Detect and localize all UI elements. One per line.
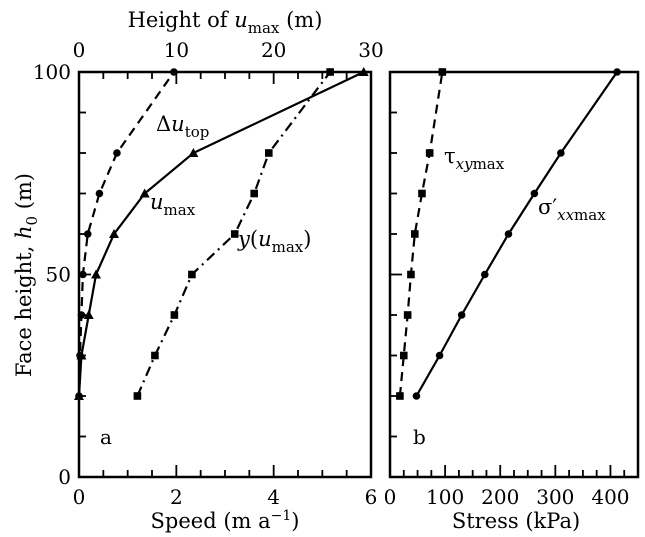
delta-utop-point bbox=[95, 189, 104, 198]
sigma-xxmax-point bbox=[530, 189, 539, 198]
top-x-tick-label: 10 bbox=[164, 38, 189, 62]
tau-xymax-point bbox=[411, 230, 419, 238]
x-tick-label: 0 bbox=[384, 485, 397, 509]
umax-point bbox=[109, 229, 120, 238]
y-umax-point bbox=[133, 392, 142, 400]
umax-point bbox=[91, 269, 102, 279]
panel-b-ticks bbox=[389, 71, 639, 478]
umax-point bbox=[139, 188, 150, 198]
y-umax-point bbox=[326, 68, 334, 76]
sigma-xxmax-point bbox=[557, 149, 565, 157]
panel-a-x-tick-labels: 0 2 4 6 bbox=[73, 485, 378, 509]
panel-b-x-tick-labels: 0 100 200 300 400 bbox=[384, 485, 630, 509]
y-umax-point bbox=[151, 351, 159, 360]
tau-xymax-point bbox=[418, 189, 426, 198]
panel-a: 0 2 4 6 0 10 20 30 0 50 100 a Speed (m a−1) Heig… bbox=[12, 8, 384, 533]
panel-a-ticks bbox=[78, 71, 372, 478]
tau-xymax-point bbox=[403, 311, 412, 319]
y-tick-label: 100 bbox=[33, 60, 71, 84]
x-tick-label: 200 bbox=[481, 485, 519, 509]
sigma-xxmax-point bbox=[613, 68, 621, 76]
panel-a-series bbox=[74, 67, 369, 400]
y-umax-point bbox=[188, 270, 196, 279]
y-umax-line bbox=[136, 71, 331, 397]
sigma-xxmax-point bbox=[480, 270, 489, 279]
sigma-xxmax-point bbox=[412, 392, 421, 400]
tau-xymax-line bbox=[398, 71, 444, 397]
umax-point bbox=[188, 148, 199, 157]
y-umax-point bbox=[265, 149, 273, 157]
tau-xymax-point bbox=[438, 68, 447, 76]
umax-point bbox=[76, 350, 87, 360]
x-tick-label: 100 bbox=[426, 485, 464, 509]
sigma-xxmax-point bbox=[435, 351, 444, 360]
x-tick-label: 0 bbox=[73, 485, 86, 509]
delta-utop-point bbox=[83, 230, 92, 238]
panel-b-frame bbox=[388, 70, 640, 479]
y-axis-title: Face height, h0 (m) bbox=[12, 173, 41, 377]
delta-utop-point bbox=[170, 68, 178, 76]
y-umax-point bbox=[250, 189, 258, 198]
sigma-xxmax-point bbox=[457, 311, 466, 319]
annotation-sigma-xxmax: σ′xxmax bbox=[538, 195, 606, 224]
y-tick-label: 50 bbox=[46, 263, 71, 287]
x-tick-label: 400 bbox=[591, 485, 629, 509]
y-umax-point bbox=[230, 230, 239, 238]
top-x-tick-label: 30 bbox=[358, 38, 383, 62]
panel-a-frame bbox=[77, 70, 373, 479]
top-x-tick-label: 20 bbox=[261, 38, 286, 62]
panel-a-y-tick-labels: 0 50 100 bbox=[33, 60, 71, 489]
y-umax-point bbox=[170, 311, 179, 319]
x-tick-label: 6 bbox=[365, 485, 378, 509]
x-tick-label: 4 bbox=[267, 485, 280, 509]
top-x-tick-label: 0 bbox=[73, 38, 86, 62]
annotation-delta-utop: Δutop bbox=[156, 112, 209, 141]
panel-b: 0 100 200 300 400 b Stress (kPa) τxymax σ′xx… bbox=[384, 68, 640, 533]
tau-xymax-point bbox=[396, 392, 404, 400]
panel-b-series bbox=[396, 68, 621, 400]
x-tick-label: 300 bbox=[536, 485, 574, 509]
x-tick-label: 2 bbox=[170, 485, 183, 509]
panel-a-label: a bbox=[100, 425, 112, 449]
panel-b-label: b bbox=[413, 425, 426, 449]
tau-xymax-point bbox=[425, 149, 434, 157]
delta-utop-line bbox=[77, 71, 175, 397]
annotation-umax: umax bbox=[150, 190, 196, 219]
sigma-xxmax-point bbox=[504, 230, 513, 238]
annotation-y-umax: y(umax) bbox=[237, 227, 311, 256]
y-tick-label: 0 bbox=[58, 465, 71, 489]
umax-line bbox=[77, 71, 365, 397]
tau-xymax-point bbox=[399, 351, 408, 360]
sigma-xxmax-line bbox=[415, 71, 618, 397]
umax-point bbox=[83, 310, 94, 319]
panel-a-top-x-tick-labels: 0 10 20 30 bbox=[73, 38, 384, 62]
annotation-tau-xymax: τxymax bbox=[444, 144, 505, 173]
top-x-axis-title-height: Height of umax (m) bbox=[128, 8, 323, 37]
delta-utop-point bbox=[113, 149, 121, 157]
tau-xymax-point bbox=[407, 270, 415, 279]
x-axis-title-stress: Stress (kPa) bbox=[452, 509, 580, 533]
delta-utop-point bbox=[77, 311, 86, 319]
umax-point bbox=[74, 391, 84, 400]
delta-utop-point bbox=[79, 270, 87, 279]
umax-point bbox=[358, 67, 369, 76]
x-axis-title-speed: Speed (m a−1) bbox=[151, 508, 300, 533]
